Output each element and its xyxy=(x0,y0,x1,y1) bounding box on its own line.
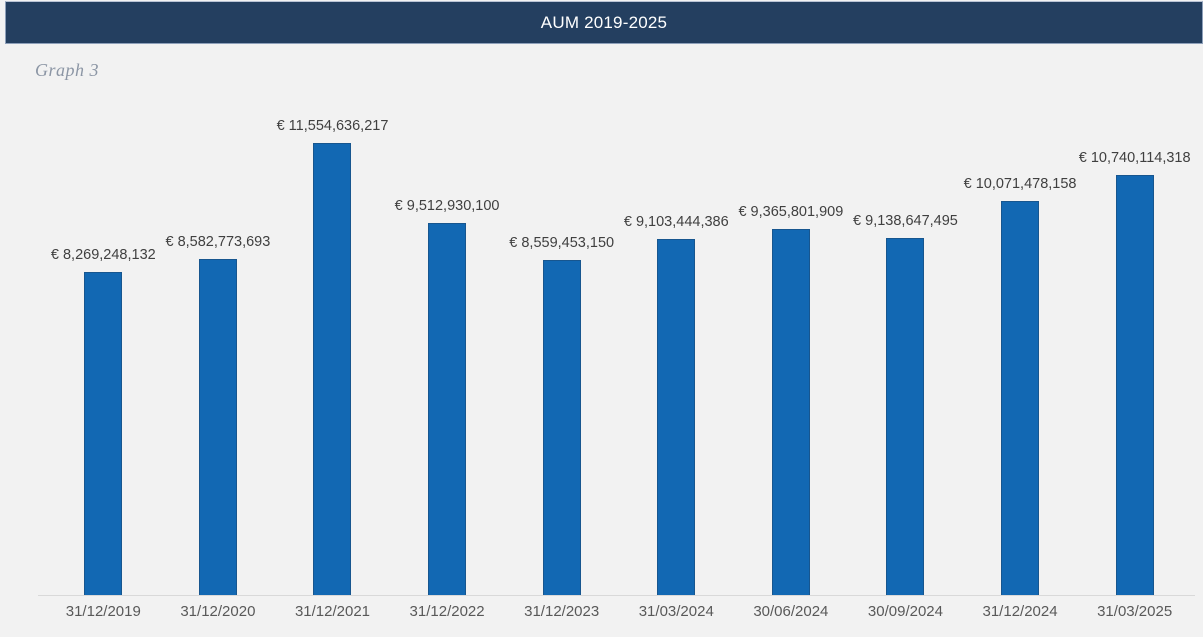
bar xyxy=(542,260,581,595)
graph-caption: Graph 3 xyxy=(35,60,100,80)
bar xyxy=(657,239,696,595)
bar xyxy=(313,143,352,595)
bar xyxy=(198,259,237,595)
x-axis-tick-label: 31/03/2024 xyxy=(638,603,714,620)
bar-column: € 9,103,444,386 xyxy=(619,0,734,595)
x-axis-line xyxy=(38,595,1195,596)
bar-column: € 10,071,478,158 xyxy=(963,0,1078,595)
bar xyxy=(1115,175,1154,595)
bar-value-label: € 9,103,444,386 xyxy=(623,214,729,230)
bar xyxy=(1001,201,1040,595)
chart-title: AUM 2019-2025 xyxy=(540,12,668,32)
bar-column: € 9,365,801,909 xyxy=(734,0,849,595)
bar-value-label: € 8,559,453,150 xyxy=(509,235,615,251)
x-axis-tick-label: 31/12/2019 xyxy=(65,603,141,620)
x-axis-tick-label: 30/09/2024 xyxy=(867,603,943,620)
bar-column: € 10,740,114,318 xyxy=(1077,0,1192,595)
chart-title-bar: AUM 2019-2025 xyxy=(5,1,1203,44)
plot-area: € 8,269,248,132 € 8,582,773,693 € 11,554,6… xyxy=(46,0,1192,595)
bar-value-label: € 8,582,773,693 xyxy=(165,234,271,250)
x-axis-tick-label: 30/06/2024 xyxy=(753,603,829,620)
bar-value-label: € 10,071,478,158 xyxy=(963,176,1077,192)
bar-value-label: € 9,512,930,100 xyxy=(394,198,500,214)
bar-value-label: € 9,365,801,909 xyxy=(738,204,844,220)
x-axis-tick-label: 31/12/2022 xyxy=(409,603,485,620)
bar xyxy=(886,238,925,595)
x-axis-tick-label: 31/12/2023 xyxy=(524,603,600,620)
bar xyxy=(84,272,123,595)
x-axis-labels: 31/12/2019 31/12/2020 31/12/2021 31/12/2022… xyxy=(46,603,1192,620)
bar-value-label: € 10,740,114,318 xyxy=(1078,150,1191,166)
bar-column: € 9,138,647,495 xyxy=(848,0,963,595)
bar xyxy=(428,223,467,595)
bar-column: € 8,559,453,150 xyxy=(504,0,619,595)
bar-column: € 9,512,930,100 xyxy=(390,0,505,595)
bar-value-label: € 11,554,636,217 xyxy=(276,118,389,134)
bar-column: € 11,554,636,217 xyxy=(275,0,390,595)
bar-column: € 8,269,248,132 xyxy=(46,0,161,595)
x-axis-tick-label: 31/03/2025 xyxy=(1097,603,1173,620)
x-axis-tick-label: 31/12/2024 xyxy=(982,603,1058,620)
bar-value-label: € 9,138,647,495 xyxy=(853,213,958,229)
x-axis-tick-label: 31/12/2020 xyxy=(180,603,256,620)
bar-value-label: € 8,269,248,132 xyxy=(50,247,156,263)
x-axis-tick-label: 31/12/2021 xyxy=(294,603,371,620)
bar-column: € 8,582,773,693 xyxy=(161,0,276,595)
bar xyxy=(771,229,810,595)
